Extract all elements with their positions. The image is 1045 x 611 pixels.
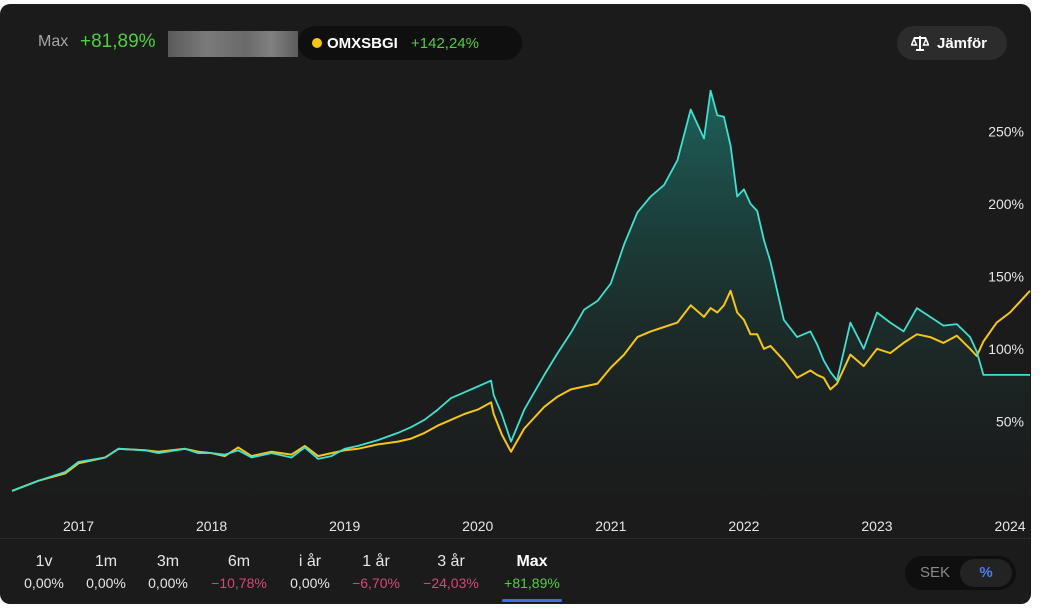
period-6m[interactable]: 6m −10,78% bbox=[204, 553, 274, 591]
toggle-sek[interactable]: SEK bbox=[919, 564, 950, 581]
period-selector: 1v 0,00% 1m 0,00% 3m 0,00% 6m −10,78% i … bbox=[0, 538, 1031, 604]
compare-index-return: +142,24% bbox=[411, 35, 479, 52]
period-3y[interactable]: 3 år −24,03% bbox=[416, 553, 486, 591]
period-1y[interactable]: 1 år −6,70% bbox=[341, 553, 411, 591]
period-ytd[interactable]: i år 0,00% bbox=[275, 553, 345, 591]
currency-toggle[interactable]: SEK % bbox=[905, 556, 1016, 590]
period-1v[interactable]: 1v 0,00% bbox=[9, 553, 79, 591]
period-label: 1m bbox=[94, 553, 118, 570]
period-value: +81,89% bbox=[504, 575, 560, 591]
y-tick-label: 200% bbox=[988, 196, 1024, 212]
stock-line bbox=[11, 89, 1030, 492]
y-tick-label: 50% bbox=[996, 413, 1024, 429]
period-value: −24,03% bbox=[423, 575, 479, 591]
period-1m[interactable]: 1m 0,00% bbox=[71, 553, 141, 591]
index-color-dot bbox=[312, 38, 322, 48]
y-tick-label: 100% bbox=[988, 341, 1024, 357]
y-tick-label: 150% bbox=[988, 268, 1024, 284]
x-tick-label: 2020 bbox=[462, 518, 493, 534]
performance-chart[interactable]: 50% 100% 150% 200% 250% 2017 2018 2019 2020 2021 2… bbox=[0, 4, 1031, 538]
period-value: 0,00% bbox=[290, 575, 330, 591]
scale-icon bbox=[911, 36, 929, 51]
x-tick-label: 2023 bbox=[861, 518, 892, 534]
chart-card: 50% 100% 150% 200% 250% 2017 2018 2019 2020 2021 2… bbox=[0, 4, 1031, 604]
x-tick-label: 2019 bbox=[329, 518, 360, 534]
period-max[interactable]: Max +81,89% bbox=[497, 553, 567, 591]
chart-header: Max +81,89% OMXSBGI +142,24% Jämför bbox=[0, 4, 1031, 82]
stock-area bbox=[12, 90, 1030, 501]
x-tick-label: 2021 bbox=[595, 518, 626, 534]
x-tick-label: 2018 bbox=[196, 518, 227, 534]
period-label: i år bbox=[298, 553, 322, 570]
period-value: −6,70% bbox=[352, 575, 400, 591]
x-tick-label: 2024 bbox=[994, 518, 1025, 534]
period-label: 6m bbox=[227, 553, 251, 570]
range-return: +81,89% bbox=[80, 31, 156, 52]
period-label: 3m bbox=[156, 553, 180, 570]
compare-chip[interactable]: OMXSBGI +142,24% bbox=[298, 26, 522, 60]
period-value: 0,00% bbox=[86, 575, 126, 591]
compare-button-label: Jämför bbox=[937, 35, 988, 52]
period-value: 0,00% bbox=[148, 575, 188, 591]
compare-index-name: OMXSBGI bbox=[327, 35, 398, 52]
x-tick-label: 2022 bbox=[728, 518, 759, 534]
index-line bbox=[11, 289, 1031, 492]
period-label: 3 år bbox=[437, 553, 465, 570]
period-value: −10,78% bbox=[211, 575, 267, 591]
active-period-indicator bbox=[502, 599, 562, 602]
compare-button[interactable]: Jämför bbox=[897, 26, 1007, 60]
period-value: 0,00% bbox=[24, 575, 64, 591]
range-label: Max bbox=[38, 33, 69, 50]
period-3m[interactable]: 3m 0,00% bbox=[133, 553, 203, 591]
period-label: 1 år bbox=[362, 553, 390, 570]
toggle-percent[interactable]: % bbox=[960, 559, 1012, 587]
redacted-stock-name bbox=[168, 31, 298, 57]
period-label: 1v bbox=[35, 553, 53, 570]
y-tick-label: 250% bbox=[988, 123, 1024, 139]
period-label: Max bbox=[516, 553, 548, 570]
x-tick-label: 2017 bbox=[63, 518, 94, 534]
